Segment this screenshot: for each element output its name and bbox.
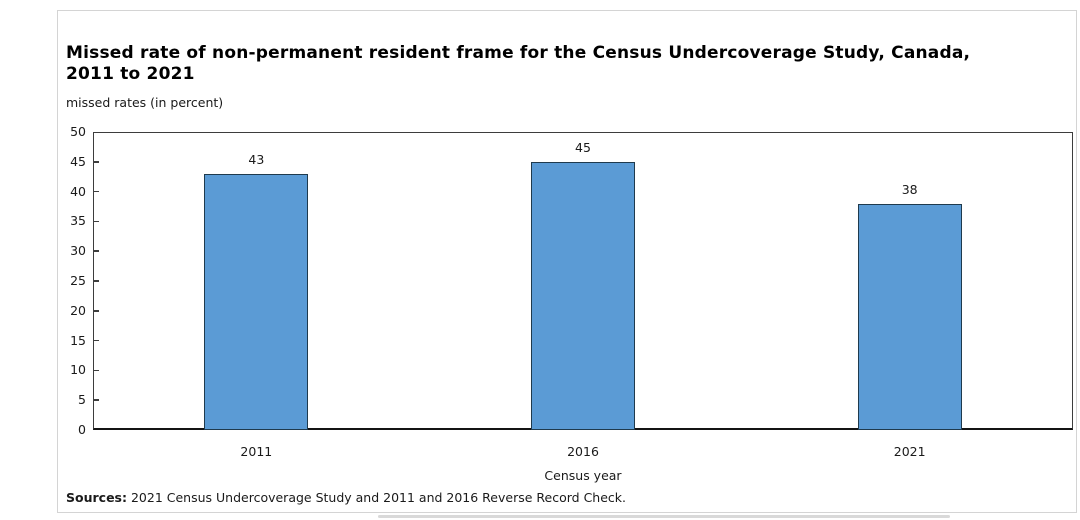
source-note-text: 2021 Census Undercoverage Study and 2011… [126, 490, 626, 505]
y-tick-mark [94, 161, 99, 163]
y-tick-label: 5 [78, 392, 86, 408]
y-tick-mark [94, 190, 99, 193]
y-tick-label: 40 [70, 183, 86, 199]
y-tick-label: 0 [78, 422, 86, 437]
source-note: Sources: 2021 Census Undercoverage Study… [66, 490, 626, 505]
y-tick-label: 45 [70, 153, 86, 169]
y-axis-unit-label: missed rates (in percent) [66, 95, 224, 110]
chart-title-line1: Missed rate of non-permanent resident fr… [66, 43, 971, 63]
y-tick-label: 10 [70, 362, 86, 378]
horizontal-scrollbar[interactable] [378, 515, 950, 518]
y-tick-label: 15 [70, 332, 86, 348]
y-tick-label: 50 [70, 124, 86, 139]
y-tick-label: 35 [70, 213, 86, 229]
y-tick-label: 20 [70, 302, 86, 318]
x-tick-label: 2021 [893, 444, 926, 459]
x-tick-label: 2011 [240, 444, 273, 459]
bar-value-label: 43 [248, 151, 265, 167]
bar-2011 [204, 173, 309, 430]
y-tick-label: 25 [70, 273, 86, 288]
bar-value-label: 38 [901, 181, 918, 197]
y-tick-mark [94, 369, 99, 372]
y-tick-mark [94, 310, 99, 312]
chart-container: Missed rate of non-permanent resident fr… [57, 10, 1077, 513]
source-note-label: Sources: [66, 490, 127, 505]
bar-2021 [857, 203, 962, 430]
x-axis-title: Census year [544, 468, 622, 483]
chart-title: Missed rate of non-permanent resident fr… [66, 43, 1056, 85]
x-tick-label: 2016 [567, 444, 599, 459]
y-tick-mark [94, 339, 99, 342]
y-tick-mark [94, 220, 99, 223]
bar-value-label: 45 [575, 139, 591, 155]
chart-title-line2: 2011 to 2021 [66, 64, 195, 84]
y-tick-label: 30 [70, 243, 86, 259]
y-tick-mark [94, 399, 99, 401]
y-tick-mark [94, 250, 99, 252]
bar-2016 [531, 161, 635, 430]
y-tick-mark [94, 280, 99, 282]
